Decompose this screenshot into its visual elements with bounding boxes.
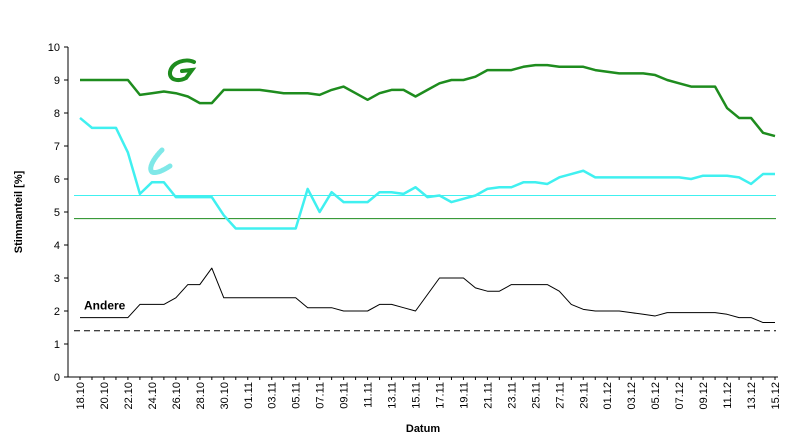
x-tick-label: 07.11	[315, 382, 327, 409]
y-tick-label: 9	[54, 75, 60, 87]
x-tick-label: 11.12	[722, 382, 734, 409]
x-tick-label: 11.11	[363, 382, 375, 408]
x-tick-label: 03.11	[267, 382, 279, 409]
y-tick-label: 10	[48, 42, 60, 54]
y-tick-label: 1	[54, 339, 60, 351]
x-tick-label: 17.11	[434, 382, 446, 409]
x-tick-label: 24.10	[147, 382, 159, 410]
x-tick-label: 19.11	[458, 382, 470, 409]
logo-l	[148, 147, 173, 175]
x-tick-label: 23.11	[506, 382, 518, 409]
series-line	[79, 116, 775, 230]
x-tick-label: 15.12	[770, 382, 782, 410]
x-tick-label: 09.11	[339, 382, 351, 409]
y-tick-label: 8	[54, 108, 60, 120]
series-label: Andere	[84, 299, 126, 313]
y-axis-title: Stimmanteil [%]	[13, 170, 25, 253]
y-tick-label: 0	[54, 372, 60, 384]
x-tick-label: 25.11	[530, 382, 542, 409]
x-tick-label: 01.12	[602, 382, 614, 410]
y-tick-label: 7	[54, 141, 60, 153]
x-tick-label: 21.11	[482, 382, 494, 409]
x-tick-label: 26.10	[171, 382, 183, 410]
x-tick-label: 05.11	[291, 382, 303, 409]
y-tick-label: 5	[54, 207, 60, 219]
x-tick-label: 20.10	[99, 382, 111, 410]
y-tick-label: 6	[54, 174, 60, 186]
x-tick-label: 27.11	[554, 382, 566, 409]
x-tick-label: 15.11	[411, 382, 423, 409]
series-line	[80, 63, 776, 138]
x-tick-label: 30.10	[219, 382, 231, 410]
y-tick-label: 3	[54, 273, 60, 285]
x-tick-label: 29.11	[578, 382, 590, 409]
x-tick-label: 22.10	[123, 382, 135, 410]
x-tick-label: 18.10	[75, 382, 87, 410]
x-tick-label: 07.12	[674, 382, 686, 410]
x-tick-label: 28.10	[195, 382, 207, 410]
x-tick-label: 03.12	[626, 382, 638, 410]
x-tick-label: 05.12	[650, 382, 662, 410]
x-tick-label: 01.11	[243, 382, 255, 409]
logo-g	[167, 58, 197, 82]
series-line	[80, 267, 775, 324]
y-tick-label: 4	[54, 240, 60, 252]
x-axis-title: Datum	[406, 423, 440, 435]
x-tick-label: 13.11	[387, 382, 399, 409]
y-tick-label: 2	[54, 306, 60, 318]
x-tick-label: 13.12	[746, 382, 758, 410]
x-tick-label: 09.12	[698, 382, 710, 410]
